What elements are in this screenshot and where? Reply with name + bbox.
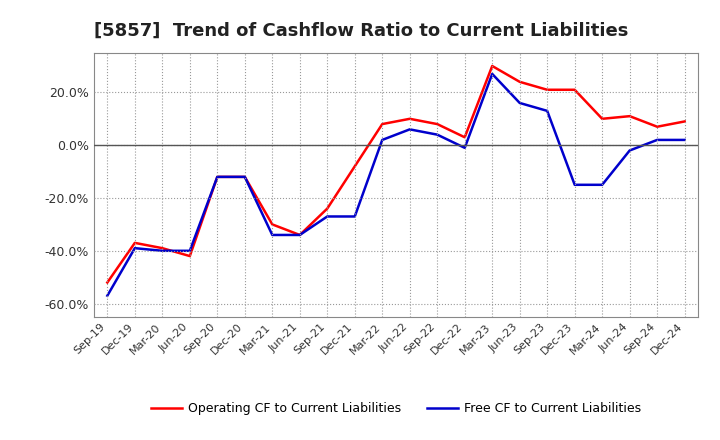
Free CF to Current Liabilities — [158, 248, 166, 253]
Operating CF to Current Liabilities — [378, 121, 387, 127]
Operating CF to Current Liabilities — [186, 253, 194, 259]
Free CF to Current Liabilities — [130, 246, 139, 251]
Operating CF to Current Liabilities — [543, 87, 552, 92]
Operating CF to Current Liabilities — [323, 206, 332, 211]
Operating CF to Current Liabilities — [240, 174, 249, 180]
Operating CF to Current Liabilities — [158, 246, 166, 251]
Operating CF to Current Liabilities — [653, 124, 662, 129]
Operating CF to Current Liabilities — [213, 174, 222, 180]
Operating CF to Current Liabilities — [405, 116, 414, 121]
Free CF to Current Liabilities — [488, 71, 497, 77]
Operating CF to Current Liabilities — [516, 79, 524, 84]
Free CF to Current Liabilities — [268, 232, 276, 238]
Operating CF to Current Liabilities — [570, 87, 579, 92]
Free CF to Current Liabilities — [543, 108, 552, 114]
Line: Operating CF to Current Liabilities: Operating CF to Current Liabilities — [107, 66, 685, 282]
Operating CF to Current Liabilities — [598, 116, 606, 121]
Operating CF to Current Liabilities — [351, 164, 359, 169]
Free CF to Current Liabilities — [433, 132, 441, 137]
Free CF to Current Liabilities — [405, 127, 414, 132]
Free CF to Current Liabilities — [378, 137, 387, 143]
Operating CF to Current Liabilities — [130, 240, 139, 246]
Operating CF to Current Liabilities — [103, 280, 112, 285]
Free CF to Current Liabilities — [103, 293, 112, 298]
Free CF to Current Liabilities — [351, 214, 359, 219]
Line: Free CF to Current Liabilities: Free CF to Current Liabilities — [107, 74, 685, 296]
Free CF to Current Liabilities — [626, 148, 634, 153]
Operating CF to Current Liabilities — [460, 135, 469, 140]
Free CF to Current Liabilities — [323, 214, 332, 219]
Operating CF to Current Liabilities — [268, 222, 276, 227]
Text: [5857]  Trend of Cashflow Ratio to Current Liabilities: [5857] Trend of Cashflow Ratio to Curren… — [94, 22, 628, 40]
Free CF to Current Liabilities — [213, 174, 222, 180]
Free CF to Current Liabilities — [460, 145, 469, 150]
Free CF to Current Liabilities — [295, 232, 304, 238]
Free CF to Current Liabilities — [240, 174, 249, 180]
Operating CF to Current Liabilities — [626, 114, 634, 119]
Free CF to Current Liabilities — [570, 182, 579, 187]
Legend: Operating CF to Current Liabilities, Free CF to Current Liabilities: Operating CF to Current Liabilities, Fre… — [146, 397, 646, 420]
Operating CF to Current Liabilities — [295, 232, 304, 238]
Operating CF to Current Liabilities — [680, 119, 689, 124]
Free CF to Current Liabilities — [653, 137, 662, 143]
Free CF to Current Liabilities — [680, 137, 689, 143]
Free CF to Current Liabilities — [186, 248, 194, 253]
Operating CF to Current Liabilities — [433, 121, 441, 127]
Free CF to Current Liabilities — [516, 100, 524, 106]
Operating CF to Current Liabilities — [488, 63, 497, 69]
Free CF to Current Liabilities — [598, 182, 606, 187]
